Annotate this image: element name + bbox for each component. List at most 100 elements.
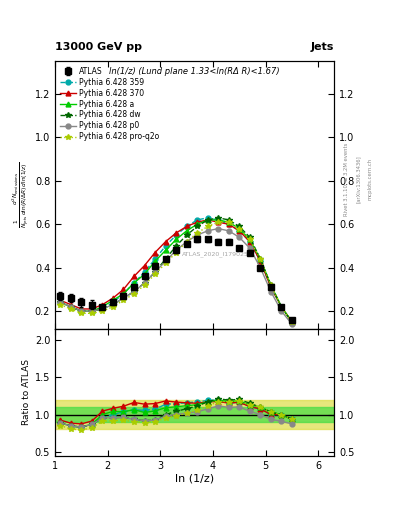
- Pythia 6.428 a: [237, 226, 242, 232]
- Pythia 6.428 dw: [248, 234, 252, 241]
- Pythia 6.428 p0: [68, 304, 73, 310]
- Pythia 6.428 dw: [100, 306, 105, 312]
- Line: Pythia 6.428 dw: Pythia 6.428 dw: [57, 215, 295, 325]
- Pythia 6.428 370: [226, 221, 231, 227]
- Pythia 6.428 359: [110, 300, 115, 306]
- Pythia 6.428 dw: [258, 256, 263, 262]
- Pythia 6.428 359: [132, 280, 136, 286]
- Pythia 6.428 359: [90, 308, 94, 314]
- Pythia 6.428 pro-q2o: [268, 282, 273, 288]
- Pythia 6.428 a: [163, 247, 168, 253]
- Pythia 6.428 a: [110, 297, 115, 303]
- Pythia 6.428 a: [153, 258, 158, 264]
- Pythia 6.428 359: [79, 308, 84, 314]
- Pythia 6.428 pro-q2o: [216, 219, 220, 225]
- Pythia 6.428 a: [226, 219, 231, 225]
- Pythia 6.428 p0: [132, 289, 136, 295]
- Pythia 6.428 p0: [268, 289, 273, 295]
- Pythia 6.428 dw: [195, 223, 200, 229]
- Pythia 6.428 pro-q2o: [237, 226, 242, 232]
- Pythia 6.428 359: [184, 223, 189, 229]
- Pythia 6.428 dw: [142, 280, 147, 286]
- Pythia 6.428 370: [100, 302, 105, 308]
- Pythia 6.428 a: [279, 304, 284, 310]
- Pythia 6.428 p0: [195, 232, 200, 238]
- Pythia 6.428 a: [216, 217, 220, 223]
- Pythia 6.428 p0: [90, 308, 94, 314]
- Pythia 6.428 dw: [68, 304, 73, 310]
- Pythia 6.428 p0: [184, 239, 189, 245]
- Pythia 6.428 359: [216, 217, 220, 223]
- Pythia 6.428 pro-q2o: [90, 310, 94, 316]
- Pythia 6.428 pro-q2o: [110, 304, 115, 310]
- Pythia 6.428 370: [68, 302, 73, 308]
- Pythia 6.428 pro-q2o: [68, 306, 73, 312]
- Pythia 6.428 370: [248, 239, 252, 245]
- Pythia 6.428 dw: [268, 282, 273, 288]
- Pythia 6.428 a: [258, 256, 263, 262]
- Pythia 6.428 a: [58, 300, 62, 306]
- Pythia 6.428 dw: [79, 308, 84, 314]
- Pythia 6.428 pro-q2o: [279, 304, 284, 310]
- Pythia 6.428 359: [258, 258, 263, 264]
- Pythia 6.428 359: [174, 232, 178, 238]
- Pythia 6.428 p0: [110, 302, 115, 308]
- Pythia 6.428 359: [58, 300, 62, 306]
- Pythia 6.428 359: [290, 319, 294, 325]
- Pythia 6.428 359: [163, 243, 168, 249]
- Pythia 6.428 p0: [237, 234, 242, 241]
- Pythia 6.428 370: [205, 217, 210, 223]
- Pythia 6.428 a: [174, 237, 178, 243]
- Pythia 6.428 a: [79, 308, 84, 314]
- Line: Pythia 6.428 359: Pythia 6.428 359: [58, 216, 294, 325]
- Pythia 6.428 a: [142, 271, 147, 278]
- Pythia 6.428 359: [237, 228, 242, 234]
- Pythia 6.428 pro-q2o: [132, 291, 136, 297]
- Pythia 6.428 p0: [163, 258, 168, 264]
- Pythia 6.428 370: [279, 304, 284, 310]
- Pythia 6.428 359: [121, 291, 126, 297]
- Pythia 6.428 dw: [279, 304, 284, 310]
- Pythia 6.428 a: [132, 280, 136, 286]
- Pythia 6.428 359: [268, 284, 273, 290]
- Pythia 6.428 pro-q2o: [195, 230, 200, 236]
- Pythia 6.428 a: [248, 237, 252, 243]
- Pythia 6.428 dw: [121, 295, 126, 301]
- Pythia 6.428 370: [268, 284, 273, 290]
- Pythia 6.428 p0: [174, 247, 178, 253]
- Pythia 6.428 dw: [226, 217, 231, 223]
- Text: 13000 GeV pp: 13000 GeV pp: [55, 42, 142, 52]
- Pythia 6.428 370: [195, 219, 200, 225]
- Pythia 6.428 dw: [90, 308, 94, 314]
- X-axis label: ln (1/z): ln (1/z): [175, 473, 214, 483]
- Pythia 6.428 370: [58, 297, 62, 303]
- Pythia 6.428 dw: [184, 232, 189, 238]
- Line: Pythia 6.428 pro-q2o: Pythia 6.428 pro-q2o: [57, 219, 295, 325]
- Pythia 6.428 370: [290, 319, 294, 325]
- Bar: [55, 399, 334, 430]
- Pythia 6.428 370: [237, 228, 242, 234]
- Line: Pythia 6.428 a: Pythia 6.428 a: [58, 218, 294, 325]
- Pythia 6.428 a: [290, 319, 294, 325]
- Pythia 6.428 p0: [58, 300, 62, 306]
- Pythia 6.428 dw: [132, 289, 136, 295]
- Pythia 6.428 359: [226, 221, 231, 227]
- Pythia 6.428 p0: [100, 306, 105, 312]
- Pythia 6.428 370: [163, 239, 168, 245]
- Line: Pythia 6.428 p0: Pythia 6.428 p0: [58, 226, 294, 327]
- Pythia 6.428 pro-q2o: [121, 297, 126, 303]
- Pythia 6.428 p0: [248, 245, 252, 251]
- Pythia 6.428 370: [153, 249, 158, 255]
- Pythia 6.428 370: [110, 295, 115, 301]
- Pythia 6.428 p0: [279, 308, 284, 314]
- Pythia 6.428 pro-q2o: [163, 260, 168, 266]
- Pythia 6.428 370: [174, 230, 178, 236]
- Pythia 6.428 p0: [121, 295, 126, 301]
- Pythia 6.428 a: [100, 304, 105, 310]
- Text: [arXiv:1306.3436]: [arXiv:1306.3436]: [356, 155, 361, 203]
- Pythia 6.428 a: [195, 221, 200, 227]
- Pythia 6.428 p0: [226, 228, 231, 234]
- Pythia 6.428 p0: [79, 308, 84, 314]
- Pythia 6.428 p0: [258, 265, 263, 271]
- Pythia 6.428 370: [79, 306, 84, 312]
